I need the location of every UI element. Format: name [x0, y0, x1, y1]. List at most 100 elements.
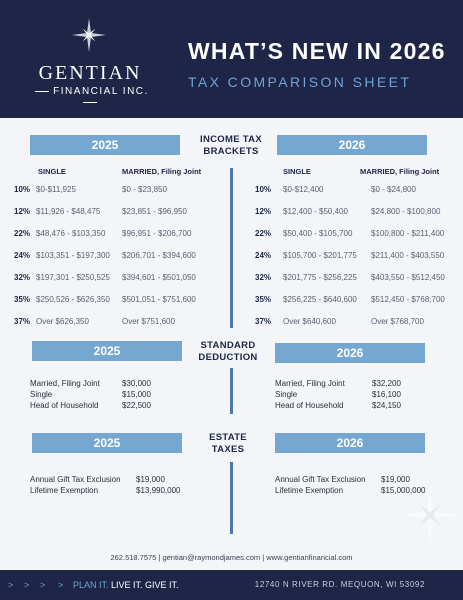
bracket-married-range: $96,951 - $206,700	[122, 229, 192, 238]
bracket-married-range: $24,800 - $100,800	[371, 207, 441, 216]
deduction-title-line1: STANDARD	[200, 340, 256, 351]
bracket-rate: 35%	[14, 295, 31, 304]
income-tax-title-line2: BRACKETS	[203, 146, 259, 157]
bracket-row: 37% Over $626,350 Over $751,600	[14, 317, 214, 329]
bracket-rate: 22%	[14, 229, 31, 238]
list-item-value: $16,100	[372, 390, 401, 399]
bracket-rate: 24%	[255, 251, 272, 260]
income-tax-title-line1: INCOME TAX	[200, 134, 262, 145]
bracket-single-range: Over $640,600	[283, 317, 336, 326]
list-item-label: Head of Household	[275, 401, 344, 410]
list-item-value: $22,500	[122, 401, 151, 410]
list-item-value: $15,000,000	[381, 486, 426, 495]
page-subtitle: TAX COMPARISON SHEET	[188, 74, 412, 90]
bracket-married-range: $23,851 - $96,950	[122, 207, 187, 216]
bracket-single-range: $197,301 - $250,525	[36, 273, 110, 282]
bracket-single-range: $256,225 - $640,600	[283, 295, 357, 304]
bracket-rate: 35%	[255, 295, 272, 304]
bracket-married-range: $394,601 - $501,050	[122, 273, 196, 282]
list-item-label: Annual Gift Tax Exclusion	[275, 475, 366, 484]
chevron-right-icon: >	[58, 580, 64, 590]
tagline-accent: PLAN IT.	[73, 580, 109, 590]
bracket-rate: 32%	[14, 273, 31, 282]
list-item-label: Married, Filing Joint	[30, 379, 100, 388]
bracket-rate: 12%	[14, 207, 31, 216]
bracket-single-range: $48,476 - $103,350	[36, 229, 106, 238]
col-header-married-2025: MARRIED, Filing Joint	[122, 167, 202, 176]
bracket-row: 24% $105,700 - $201,775 $211,400 - $403,55…	[255, 251, 455, 263]
bracket-single-range: $250,526 - $626,350	[36, 295, 110, 304]
bracket-row: 35% $256,225 - $640,600 $512,450 - $768,70…	[255, 295, 455, 307]
deduction-year-2026: 2026	[275, 343, 425, 363]
bracket-row: 22% $48,476 - $103,350 $96,951 - $206,700	[14, 229, 214, 241]
header-banner: GENTIAN FINANCIAL INC. WHAT’S NEW IN 202…	[0, 0, 463, 118]
bracket-married-range: $100,800 - $211,400	[371, 229, 445, 238]
list-item-label: Lifetime Exemption	[30, 486, 99, 495]
footer-bar: > > > > PLAN IT. LIVE IT. GIVE IT. 12740…	[0, 570, 463, 600]
bracket-rate: 10%	[255, 185, 272, 194]
divider-line	[230, 462, 233, 534]
tagline: PLAN IT. LIVE IT. GIVE IT.	[73, 580, 179, 590]
bracket-row: 35% $250,526 - $626,350 $501,051 - $751,60…	[14, 295, 214, 307]
estate-year-2026: 2026	[275, 433, 425, 453]
bracket-row: 12% $11,926 - $48,475 $23,851 - $96,950	[14, 207, 214, 219]
bracket-rate: 32%	[255, 273, 272, 282]
estate-title-line1: ESTATE	[209, 432, 247, 443]
value-list: Married, Filing Joint $30,000 Single $15,00…	[30, 378, 190, 411]
bracket-row: 32% $201,775 - $256,225 $403,550 - $512,45…	[255, 273, 455, 285]
bracket-row: 10% $0-$11,925 $0 - $23,850	[14, 185, 214, 197]
chevron-right-icon: >	[8, 580, 14, 590]
tagline-rest: LIVE IT. GIVE IT.	[108, 580, 179, 590]
bracket-single-range: $0-$12,400	[283, 185, 324, 194]
col-header-single-2026: SINGLE	[283, 167, 311, 176]
deduction-year-2025: 2025	[32, 341, 182, 361]
list-item-label: Single	[30, 390, 53, 399]
compass-star-icon	[72, 18, 106, 52]
bracket-married-range: $0 - $23,850	[122, 185, 167, 194]
bracket-row: 37% Over $640,600 Over $768,700	[255, 317, 455, 329]
bracket-married-range: $403,550 - $512,450	[371, 273, 445, 282]
bracket-single-range: $0-$11,925	[36, 185, 76, 194]
bracket-married-range: $206,701 - $394,600	[122, 251, 196, 260]
deduction-title: STANDARD DEDUCTION	[188, 340, 268, 364]
bracket-rate: 12%	[255, 207, 272, 216]
company-subname: FINANCIAL INC.	[30, 86, 150, 108]
contact-line: 262.518.7575 | gentian@raymondjames.com …	[110, 553, 353, 562]
income-tax-year-2025: 2025	[30, 135, 180, 155]
page-title: WHAT’S NEW IN 2026	[188, 38, 446, 64]
address: 12740 N RIVER RD. MEQUON, WI 53092	[254, 580, 425, 589]
bracket-row: 22% $50,400 - $105,700 $100,800 - $211,400	[255, 229, 455, 241]
bracket-single-range: $11,926 - $48,475	[36, 207, 101, 216]
divider-line	[230, 368, 233, 414]
bracket-row: 32% $197,301 - $250,525 $394,601 - $501,05…	[14, 273, 214, 285]
col-header-married-2026: MARRIED, Filing Joint	[360, 167, 440, 176]
income-tax-year-2026: 2026	[277, 135, 427, 155]
bracket-rate: 37%	[14, 317, 31, 326]
bracket-married-range: $512,450 - $768,700	[371, 295, 445, 304]
deduction-title-line2: DEDUCTION	[198, 352, 258, 363]
list-item-value: $24,150	[372, 401, 401, 410]
bracket-row: 10% $0-$12,400 $0 - $24,800	[255, 185, 455, 197]
bracket-single-range: $50,400 - $105,700	[283, 229, 353, 238]
bracket-married-range: Over $768,700	[371, 317, 424, 326]
bracket-married-range: $0 - $24,800	[371, 185, 416, 194]
bracket-rate: 10%	[14, 185, 31, 194]
chevron-right-icon: >	[24, 580, 30, 590]
bracket-single-range: $103,351 - $197,300	[36, 251, 110, 260]
bracket-single-range: $12,400 - $50,400	[283, 207, 348, 216]
bracket-single-range: $105,700 - $201,775	[283, 251, 357, 260]
chevron-right-icon: >	[40, 580, 46, 590]
list-item-label: Lifetime Exemption	[275, 486, 344, 495]
list-item-label: Annual Gift Tax Exclusion	[30, 475, 121, 484]
compass-star-icon	[400, 485, 460, 545]
list-item-value: $15,000	[122, 390, 151, 399]
list-item-label: Single	[275, 390, 298, 399]
bracket-row: 24% $103,351 - $197,300 $206,701 - $394,60…	[14, 251, 214, 263]
list-item-value: $32,200	[372, 379, 401, 388]
bracket-married-range: Over $751,600	[122, 317, 175, 326]
list-item-label: Married, Filing Joint	[275, 379, 345, 388]
list-item-value: $30,000	[122, 379, 151, 388]
value-list: Married, Filing Joint $32,200 Single $16,10…	[275, 378, 435, 411]
list-item-label: Head of Household	[30, 401, 99, 410]
value-list: Annual Gift Tax Exclusion $19,000 Lifetime…	[275, 474, 445, 496]
